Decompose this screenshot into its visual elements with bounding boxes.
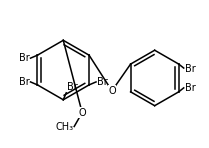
Text: Br: Br bbox=[19, 53, 29, 63]
Text: O: O bbox=[108, 86, 116, 96]
Text: Br: Br bbox=[185, 83, 195, 93]
Text: Br: Br bbox=[19, 77, 29, 87]
Text: CH₃: CH₃ bbox=[55, 122, 73, 132]
Text: O: O bbox=[78, 108, 86, 118]
Text: Br: Br bbox=[67, 82, 78, 92]
Text: Br: Br bbox=[97, 77, 108, 87]
Text: Br: Br bbox=[185, 64, 195, 74]
